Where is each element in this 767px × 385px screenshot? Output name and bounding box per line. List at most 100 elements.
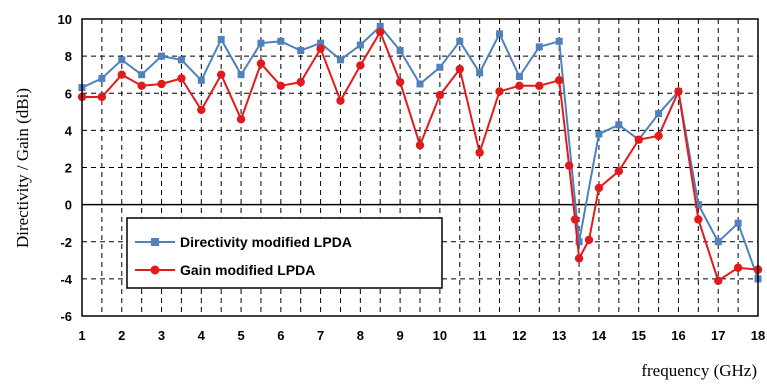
data-point-gain: [654, 131, 663, 141]
data-point-directivity: [575, 238, 583, 246]
data-point-directivity: [456, 37, 464, 45]
data-point-gain: [236, 115, 246, 124]
data-point-gain: [395, 77, 405, 87]
data-point-directivity: [535, 43, 543, 51]
data-point-gain: [316, 44, 325, 53]
data-point-gain: [117, 70, 126, 79]
data-point-directivity: [356, 41, 364, 49]
x-tick-label: 4: [198, 328, 206, 343]
x-tick-label: 6: [277, 328, 284, 343]
series-line-gain: [82, 31, 759, 282]
y-tick-label: -4: [60, 272, 72, 287]
data-point-directivity: [436, 63, 444, 71]
x-tick-label: 9: [397, 328, 404, 343]
x-tick-label: 5: [237, 328, 244, 343]
x-tick-label: 11: [473, 328, 487, 343]
data-point-directivity: [476, 69, 484, 77]
data-point-gain: [276, 81, 286, 91]
data-point-gain: [157, 79, 166, 89]
data-point-gain: [515, 81, 524, 91]
data-point-gain: [614, 167, 624, 176]
data-point-directivity: [595, 130, 603, 138]
data-point-gain: [475, 148, 484, 157]
x-tick-label: 13: [552, 328, 566, 343]
data-point-directivity: [197, 76, 205, 84]
data-point-directivity: [217, 35, 225, 43]
legend-label-directivity: Directivity modified LPDA: [180, 234, 352, 250]
data-point-gain: [296, 77, 305, 87]
data-point-directivity: [336, 56, 344, 64]
x-tick-label: 3: [158, 328, 165, 343]
x-tick-label: 8: [357, 328, 364, 343]
data-point-directivity: [158, 52, 166, 60]
data-point-directivity: [118, 56, 126, 64]
x-tick-label: 18: [751, 328, 765, 343]
data-point-directivity: [714, 238, 722, 246]
data-point-gain: [535, 81, 544, 91]
data-point-directivity: [515, 73, 523, 81]
data-point-directivity: [376, 22, 384, 30]
data-point-gain: [216, 70, 226, 79]
data-point-directivity: [694, 201, 702, 209]
data-point-directivity: [138, 71, 146, 79]
y-tick-label: 0: [65, 198, 72, 213]
y-tick-label: 4: [65, 123, 73, 138]
data-point-gain: [733, 263, 743, 272]
y-tick-label: 10: [58, 12, 72, 27]
data-point-directivity: [555, 37, 563, 45]
data-point-gain: [570, 215, 580, 224]
x-tick-label: 15: [631, 328, 645, 343]
x-tick-label: 17: [711, 328, 725, 343]
data-point-gain: [455, 64, 464, 74]
data-point-gain: [197, 105, 206, 115]
data-point-directivity: [496, 30, 504, 38]
x-tick-label: 10: [433, 328, 447, 343]
data-point-gain: [714, 276, 723, 285]
data-point-gain: [376, 27, 385, 37]
data-point-gain: [356, 61, 365, 70]
legend-marker-directivity: [151, 238, 159, 246]
x-tick-label: 2: [118, 328, 125, 343]
data-point-gain: [336, 96, 345, 105]
data-point-directivity: [615, 121, 623, 129]
y-tick-label: 8: [65, 49, 72, 64]
data-point-directivity: [277, 37, 285, 45]
data-point-gain: [415, 141, 425, 150]
data-point-gain: [435, 90, 445, 100]
data-point-directivity: [734, 219, 742, 227]
data-point-directivity: [257, 39, 265, 47]
data-point-gain: [137, 81, 146, 91]
data-point-gain: [97, 92, 107, 102]
data-point-gain: [177, 74, 186, 83]
y-tick-label: 6: [65, 86, 72, 101]
y-tick-label: -6: [60, 309, 72, 324]
legend-marker-gain: [150, 265, 160, 275]
x-tick-label: 7: [317, 328, 324, 343]
data-point-gain: [594, 183, 604, 193]
data-point-gain: [574, 254, 584, 263]
data-point-gain: [674, 87, 683, 96]
data-point-directivity: [317, 39, 325, 47]
y-tick-label: -2: [60, 235, 72, 250]
data-point-gain: [564, 161, 574, 170]
plot-area-border: [81, 18, 759, 317]
data-point-gain: [256, 59, 266, 68]
data-point-directivity: [416, 80, 424, 88]
data-point-gain: [495, 87, 504, 96]
legend-box: [126, 217, 443, 289]
data-point-gain: [584, 235, 594, 245]
x-tick-label: 16: [671, 328, 685, 343]
data-point-directivity: [655, 110, 663, 118]
data-point-directivity: [177, 56, 185, 64]
legend-label-gain: Gain modified LPDA: [180, 262, 315, 278]
legend: Directivity modified LPDA Gain modified …: [126, 217, 443, 289]
data-point-gain: [554, 76, 564, 85]
data-point-gain: [694, 215, 703, 224]
x-axis-title: frequency (GHz): [641, 361, 757, 380]
y-tick-labels: 10 8 6 4 2 0 -2 -4 -6: [58, 12, 73, 324]
y-axis-title: Directivity / Gain (dBi): [13, 88, 32, 248]
x-tick-label: 1: [78, 328, 85, 343]
data-point-directivity: [396, 47, 404, 55]
x-tick-label: 14: [592, 328, 607, 343]
